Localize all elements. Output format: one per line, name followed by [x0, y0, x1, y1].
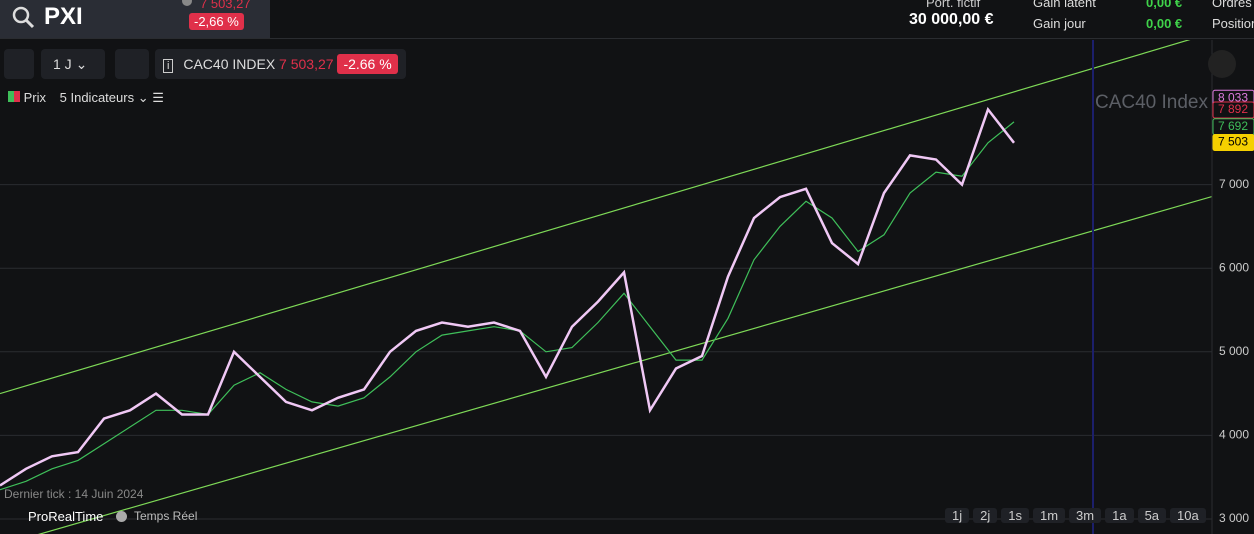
price-tag-label: 7 692	[1218, 119, 1248, 133]
orders-label[interactable]: Ordres	[1212, 0, 1252, 10]
symbol: PXI	[44, 3, 83, 30]
price-tag	[1212, 101, 1254, 119]
instrument: CAC40 INDEX	[183, 56, 276, 72]
range-button[interactable]: 1m	[1032, 508, 1066, 523]
y-tick-label: 6 000	[1219, 260, 1249, 274]
range-button[interactable]: 2j	[973, 508, 998, 523]
gain-latent: 0,00 €	[1146, 0, 1183, 10]
series-line	[0, 121, 1015, 491]
price-tag-label: 8 033	[1218, 90, 1248, 104]
watermark: CAC40 Index	[1095, 92, 1209, 113]
period: 1 J	[53, 56, 72, 72]
toolbar-price: 7 503,27	[279, 56, 334, 72]
header-price: 7 503,27	[200, 0, 251, 11]
period-select[interactable]: 1 J ⌄	[41, 49, 105, 79]
range-button[interactable]: 1j	[945, 508, 970, 523]
chart-type-button[interactable]	[115, 49, 149, 79]
channel-line	[37, 195, 1212, 534]
legend-indicators[interactable]: 5 Indicateurs	[59, 90, 135, 105]
portfolio-value: 30 000,00 €	[909, 11, 994, 28]
plot-area	[0, 40, 1212, 534]
last-tick: Dernier tick : 14 Juin 2024	[4, 487, 144, 501]
status-dot	[182, 0, 192, 6]
series-line	[0, 106, 1015, 487]
gain-jour-label: Gain jour	[1033, 16, 1086, 31]
toolbar-change: -2.66 %	[337, 54, 398, 74]
range-buttons: 1j 2j 1s 1m 3m 1a 5a 10a	[945, 508, 1206, 523]
layout-button[interactable]	[4, 49, 34, 79]
price-tag	[1212, 134, 1254, 152]
header-change: -2,66 %	[189, 13, 244, 30]
price-tag-label: 7 892	[1218, 102, 1248, 116]
portfolio-label: Port. fictif	[926, 0, 981, 10]
y-tick-label: 3 000	[1219, 511, 1249, 525]
search-icon	[12, 6, 35, 29]
positions-label[interactable]: Position	[1212, 16, 1254, 31]
range-button[interactable]: 1a	[1105, 508, 1134, 523]
y-tick-label: 5 000	[1219, 344, 1249, 358]
range-button[interactable]: 3m	[1069, 508, 1102, 523]
gain-jour: 0,00 €	[1146, 16, 1183, 31]
range-button[interactable]: 1s	[1001, 508, 1029, 523]
gain-latent-label: Gain latent	[1033, 0, 1096, 10]
range-button[interactable]: 10a	[1170, 508, 1206, 523]
y-tick-label: 4 000	[1219, 428, 1249, 442]
tools-button[interactable]	[1208, 50, 1236, 78]
y-tick-label: 7 000	[1219, 177, 1249, 191]
symbol-box[interactable]: PXI 7 503,27 -2,66 %	[0, 0, 270, 38]
brand: ProRealTime	[28, 509, 104, 524]
instrument-bar[interactable]: i CAC40 INDEX 7 503,27 -2.66 %	[155, 49, 406, 79]
channel-line	[0, 40, 1191, 395]
legend-price: Prix	[23, 90, 47, 105]
header-border	[0, 38, 1254, 39]
price-tag-label: 7 503	[1218, 135, 1248, 149]
legend: Prix 5 Indicateurs ⌄ ☰	[8, 90, 164, 106]
mode-dot	[116, 511, 127, 522]
range-button[interactable]: 5a	[1137, 508, 1167, 523]
mode: Temps Réel	[134, 509, 198, 523]
